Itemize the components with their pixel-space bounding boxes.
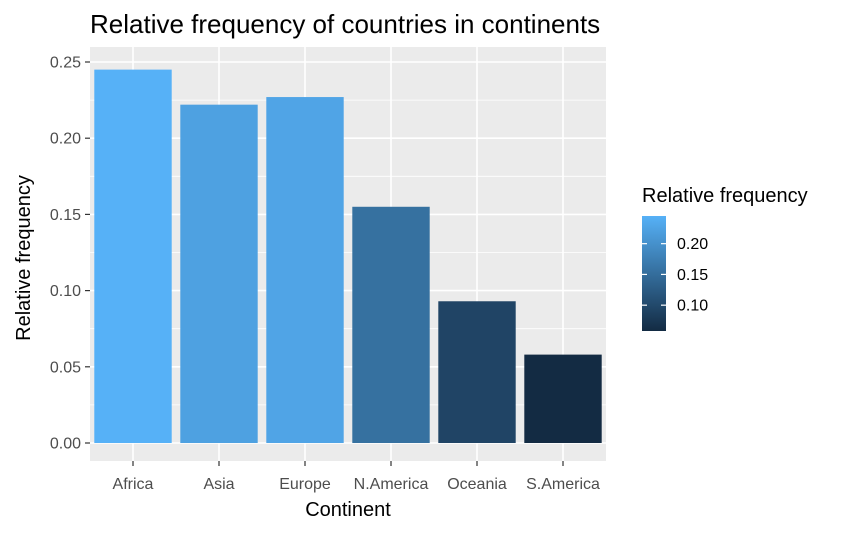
y-tick-label: 0.15 [50, 207, 81, 224]
plot-panel [90, 47, 606, 461]
y-tick-label: 0.25 [50, 55, 81, 72]
bar-oceania [438, 301, 516, 443]
chart-title: Relative frequency of countries in conti… [90, 9, 600, 39]
y-axis: 0.00 0.05 0.10 0.15 0.20 0.25 [50, 55, 90, 453]
legend-label: 0.20 [677, 236, 708, 253]
x-axis: Africa Asia Europe N.America Oceania S.Americ… [113, 461, 600, 493]
y-axis-title: Relative frequency [13, 175, 35, 341]
legend-ticks: 0.10 0.15 0.20 [642, 236, 708, 315]
panel-background [90, 47, 606, 461]
x-tick-label: Europe [279, 476, 331, 493]
bar-europe [266, 97, 344, 443]
x-axis-title: Continent [305, 499, 391, 521]
x-tick-label: Africa [113, 476, 154, 493]
legend: Relative frequency 0.10 0.15 0.20 [642, 185, 808, 331]
legend-label: 0.15 [677, 267, 708, 284]
bar-africa [94, 69, 172, 444]
bar-asia [180, 104, 258, 443]
legend-colorbar [642, 216, 666, 331]
y-tick-label: 0.10 [50, 283, 81, 300]
legend-title: Relative frequency [642, 185, 808, 207]
x-tick-label: Oceania [447, 476, 507, 493]
y-tick-label: 0.00 [50, 436, 81, 453]
bar-samerica [524, 354, 602, 443]
bars [94, 69, 602, 444]
y-tick-label: 0.20 [50, 131, 81, 148]
y-tick-label: 0.05 [50, 359, 81, 376]
bar-namerica [352, 206, 430, 443]
legend-label: 0.10 [677, 298, 708, 315]
x-tick-label: S.America [526, 476, 600, 493]
x-tick-label: Asia [203, 476, 234, 493]
x-tick-label: N.America [354, 476, 429, 493]
